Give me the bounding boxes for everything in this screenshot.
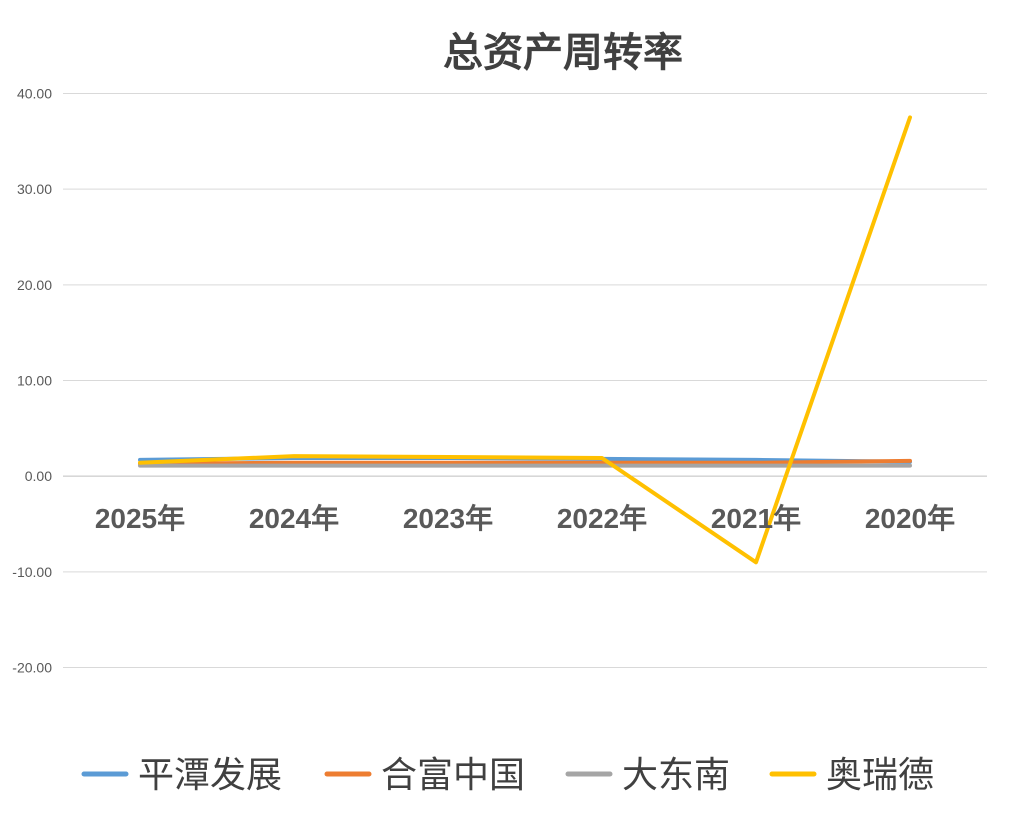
x-tick-label: 2024年 — [249, 502, 339, 534]
legend-label: 平潭发展 — [138, 755, 282, 796]
series-line-3 — [138, 115, 912, 565]
series-lines — [138, 115, 912, 565]
legend-label: 奥瑞德 — [826, 755, 934, 796]
y-tick-label: -10.00 — [12, 564, 52, 580]
y-tick-label: 0.00 — [25, 468, 52, 484]
y-tick-label: 40.00 — [17, 86, 52, 102]
x-tick-label: 2023年 — [403, 502, 493, 534]
x-tick-label: 2021年 — [711, 502, 801, 534]
y-axis-ticks: 40.00 30.00 20.00 10.00 0.00 -10.00 -20.00 — [12, 86, 52, 676]
gridlines — [63, 93, 987, 668]
chart-title: 总资产周转率 — [443, 29, 683, 76]
legend-label: 合富中国 — [381, 755, 525, 796]
x-tick-label: 2020年 — [865, 502, 955, 534]
y-tick-label: 20.00 — [17, 277, 52, 293]
y-tick-label: 30.00 — [17, 181, 52, 197]
y-tick-label: 10.00 — [17, 373, 52, 389]
legend: 平潭发展 合富中国 大东南 奥瑞德 — [81, 755, 934, 796]
x-tick-label: 2025年 — [95, 502, 185, 534]
y-tick-label: -20.00 — [12, 660, 52, 676]
series-line-1 — [138, 458, 912, 466]
x-tick-label: 2022年 — [557, 502, 647, 534]
legend-label: 大东南 — [622, 755, 730, 796]
x-axis-ticks: 2025年 2024年 2023年 2022年 2021年 2020年 — [95, 502, 955, 534]
